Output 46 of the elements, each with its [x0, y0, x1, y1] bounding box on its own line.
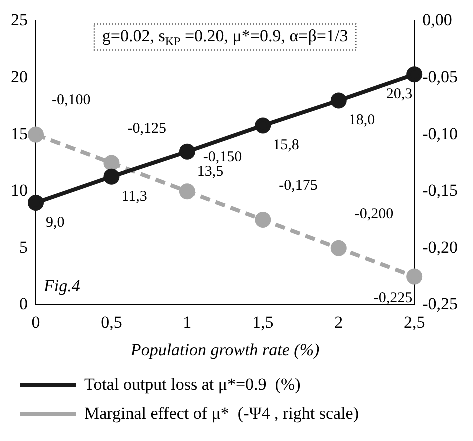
y-tick-label: 0 — [20, 294, 28, 314]
point — [28, 194, 44, 211]
point — [104, 168, 120, 185]
data-label: 11,3 — [122, 188, 148, 205]
y-tick-label: 15 — [11, 124, 28, 144]
point — [179, 144, 196, 160]
point — [330, 92, 347, 109]
y2-tick-label: -0,05 — [422, 67, 458, 86]
point — [406, 66, 423, 83]
point — [104, 155, 120, 172]
data-label: -0,225 — [374, 290, 413, 307]
x-tick-label: 1 — [183, 312, 192, 332]
y2-tick-label: -0,20 — [422, 238, 458, 257]
x-tick-label: 1,5 — [252, 312, 274, 332]
data-label: 20,3 — [386, 86, 413, 103]
x-tick-label: 0 — [32, 312, 40, 332]
y2-tick-label: -0,15 — [422, 181, 458, 200]
data-label: -0,150 — [203, 150, 242, 166]
y-tick-label: 20 — [11, 67, 28, 86]
y-tick-label: 25 — [11, 10, 28, 30]
point — [28, 126, 44, 143]
data-label: -0,200 — [354, 206, 394, 222]
y2-tick-label: 0,00 — [422, 10, 452, 30]
y-tick-label: 10 — [11, 181, 28, 200]
point — [406, 268, 423, 285]
point — [179, 184, 196, 200]
data-label: -0,100 — [52, 92, 91, 109]
y2-tick-label: -0,25 — [422, 294, 458, 314]
legend-label: Marginal effect of μ* (-Ψ4 , right scale) — [84, 404, 360, 423]
point — [255, 118, 272, 134]
x-tick-label: 0,5 — [101, 312, 122, 332]
x-tick-label: 2,5 — [404, 312, 426, 332]
point — [330, 240, 347, 256]
x-tick-label: 2 — [334, 312, 344, 332]
legend-label: Total output loss at μ*=0.9 (%) — [84, 374, 301, 394]
data-label: 9,0 — [46, 214, 65, 231]
y-tick-label: 5 — [20, 238, 28, 257]
data-label: 15,8 — [273, 138, 300, 154]
data-label: 13,5 — [197, 164, 224, 180]
data-label: 18,0 — [348, 112, 376, 129]
point — [255, 212, 272, 228]
annotation: Fig.4 — [43, 276, 81, 296]
data-label: -0,175 — [279, 178, 318, 194]
x-axis-title: Population growth rate (%) — [130, 340, 320, 360]
data-label: -0,125 — [128, 121, 166, 138]
y2-tick-label: -0,10 — [422, 124, 458, 144]
